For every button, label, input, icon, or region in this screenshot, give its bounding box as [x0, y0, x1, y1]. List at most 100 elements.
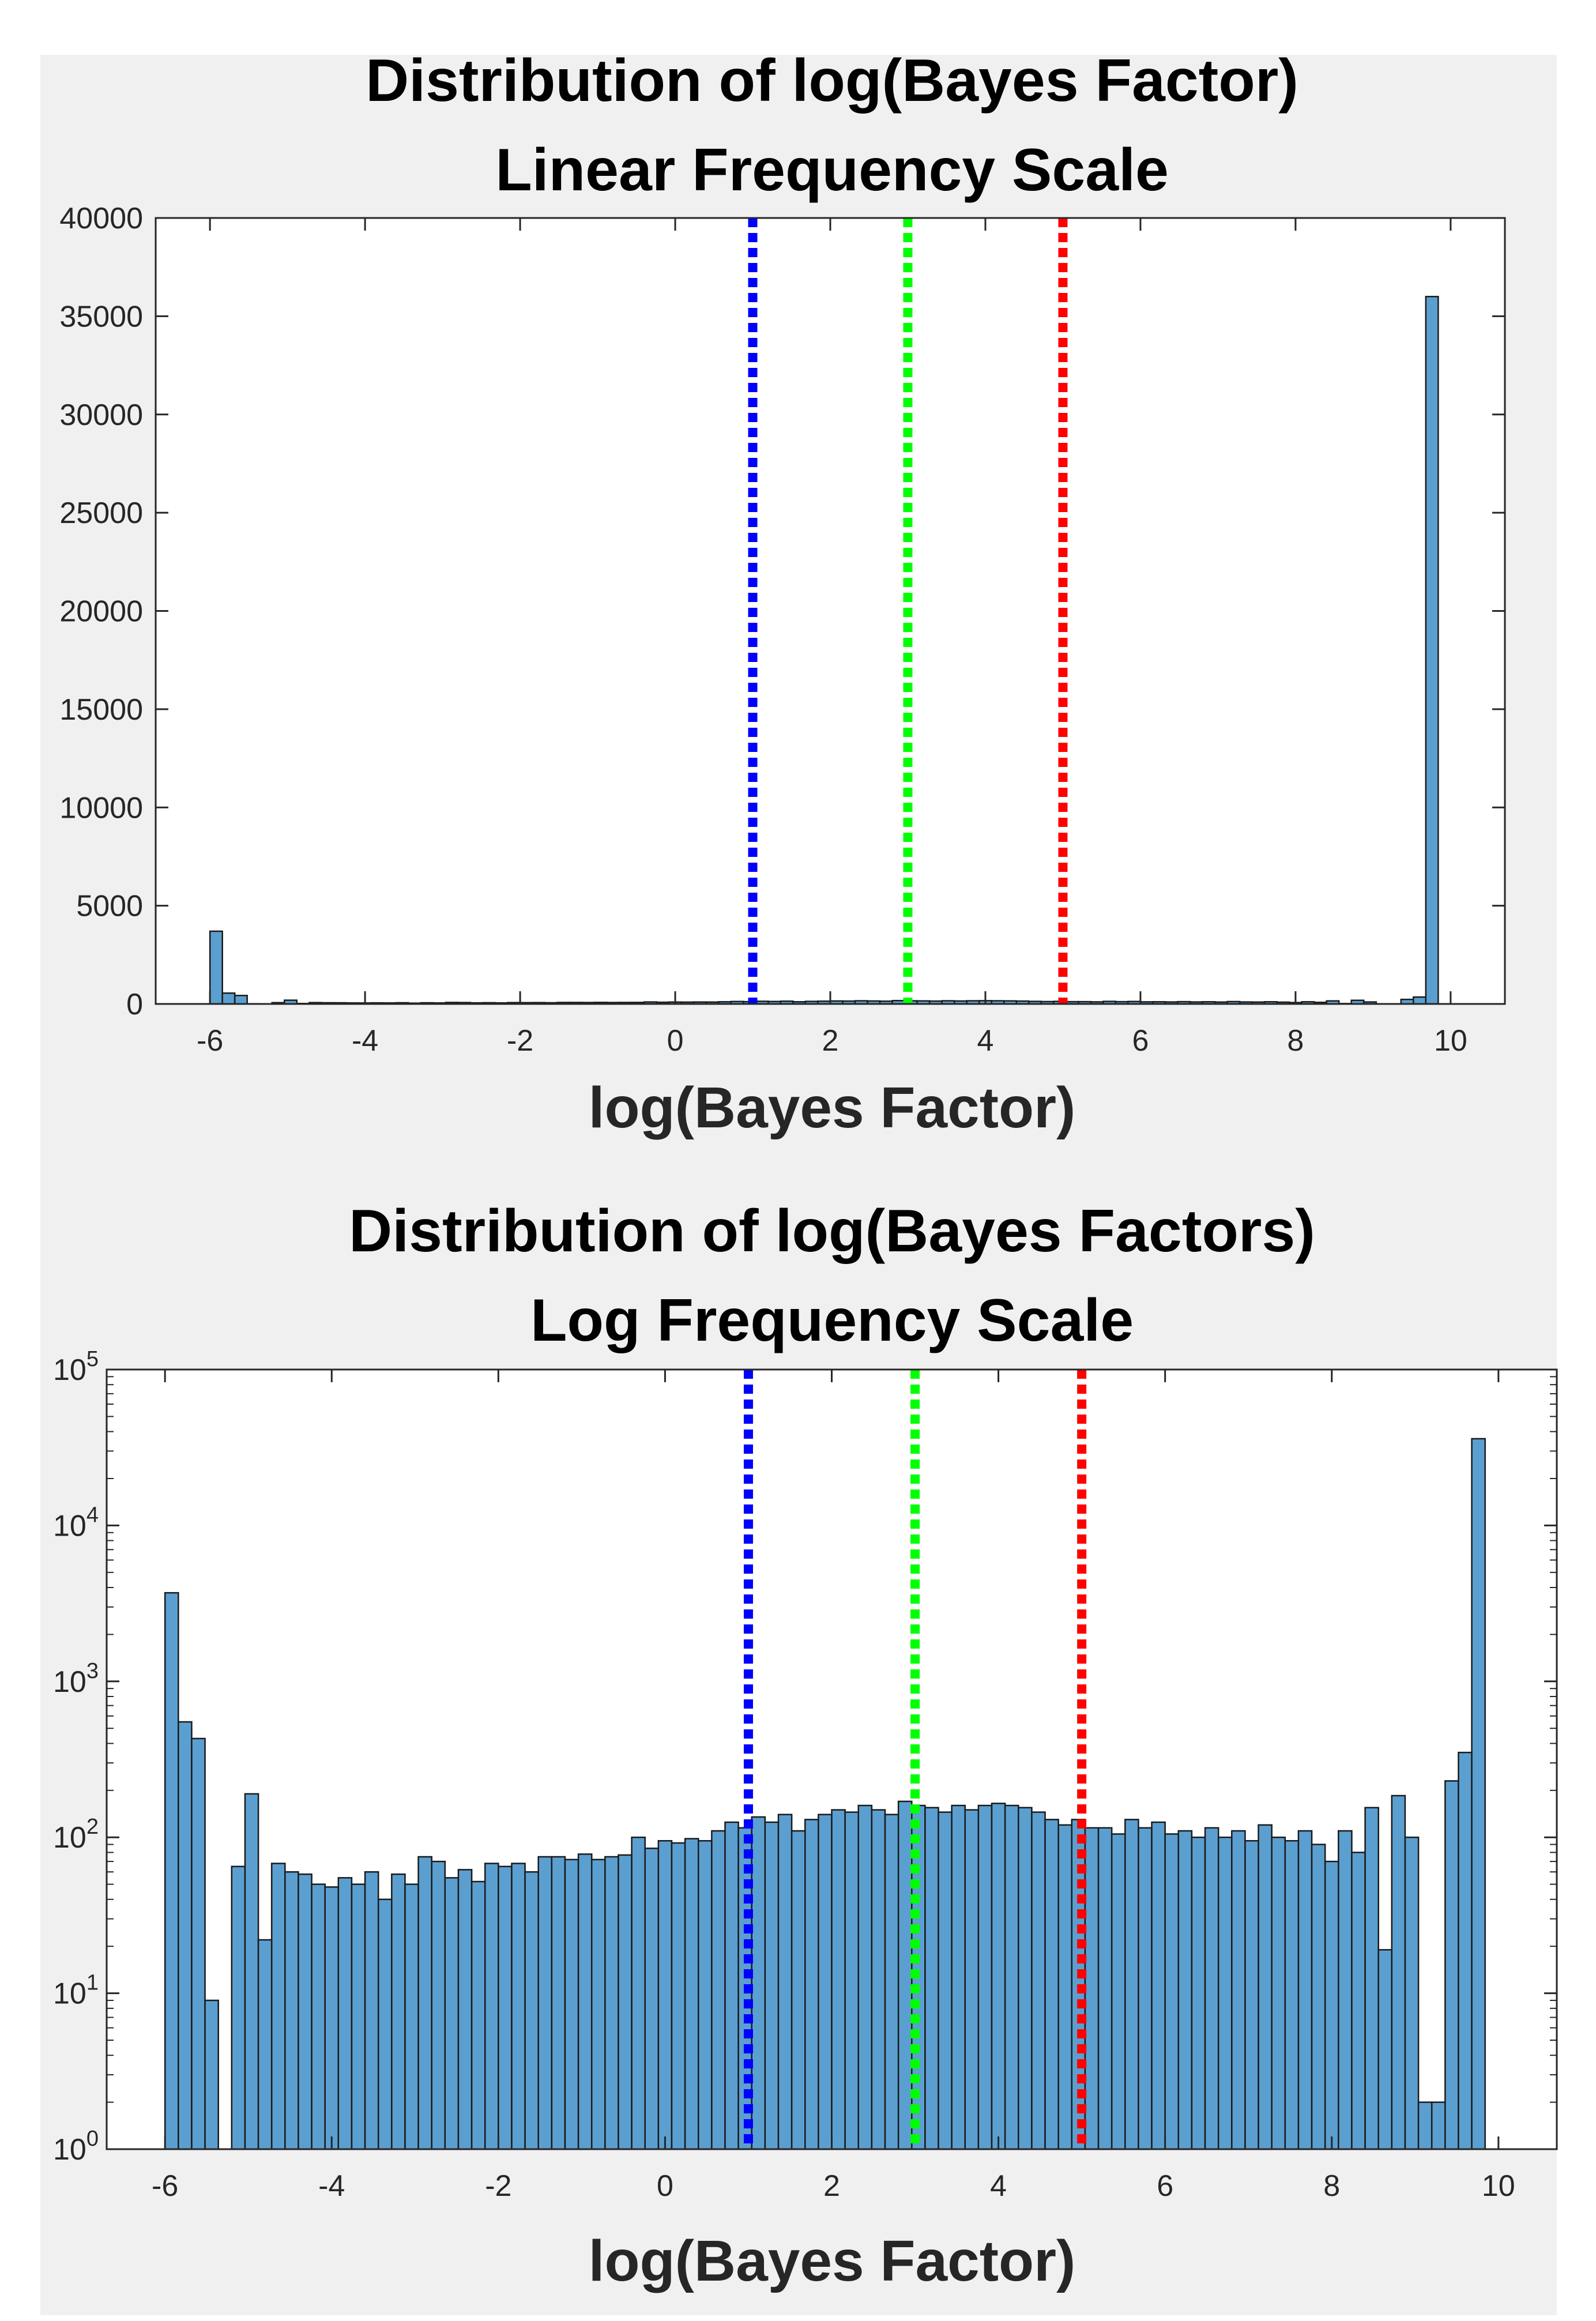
histogram-bar [311, 1883, 326, 2150]
chart-2-x-axis: -6 -4 -2 0 2 4 6 8 10 [152, 1370, 1515, 2203]
histogram-bar [391, 1873, 406, 2150]
histogram-bar [1417, 2101, 1433, 2150]
x-tick-label: -4 [318, 2169, 345, 2203]
histogram-bar [209, 930, 223, 1005]
histogram-bar [924, 1807, 939, 2150]
histogram-bar [818, 1814, 833, 2150]
y-tick-label: 0 [126, 988, 143, 1021]
histogram-bar [1151, 1821, 1166, 2150]
y-tick-label: 105 [53, 1347, 99, 1387]
y-tick-label: 5000 [76, 890, 143, 923]
y-tick-label: 25000 [59, 496, 143, 530]
histogram-bar [1111, 1833, 1126, 2150]
chart-1-reference-lines [748, 218, 1068, 1004]
histogram-bar [644, 1848, 660, 2150]
y-tick-label: 40000 [59, 202, 143, 235]
y-tick-label: 30000 [59, 398, 143, 432]
histogram-bar [1297, 1830, 1313, 2150]
chart-1-axes-frame [155, 217, 1506, 1005]
histogram-bar [1057, 1824, 1073, 2150]
histogram-bar [1391, 1795, 1406, 2150]
y-tick-label: 100 [53, 2127, 99, 2166]
y-tick-label: 35000 [59, 300, 143, 333]
x-tick-label: 4 [977, 1024, 994, 1058]
histogram-bar [857, 1804, 873, 2150]
histogram-bar [1031, 1811, 1046, 2150]
x-tick-label: 2 [822, 1024, 839, 1058]
histogram-bar [951, 1804, 966, 2150]
histogram-bar [337, 1877, 353, 2150]
histogram-bar [1018, 1807, 1033, 2150]
histogram-bar [1231, 1830, 1246, 2150]
y-tick-label: 10000 [59, 791, 143, 825]
histogram-bar [1204, 1827, 1219, 2150]
y-tick-label: 101 [53, 1971, 99, 2011]
histogram-bar [884, 1814, 899, 2150]
histogram-bar [1217, 1836, 1233, 2150]
histogram-bar [1324, 1860, 1339, 2150]
histogram-bar [351, 1883, 366, 2150]
histogram-bar [751, 1816, 766, 2150]
chart-1-y-axis: 0 5000 10000 15000 20000 25000 30000 35000 40000 [59, 202, 1505, 1021]
histogram-bar [257, 1939, 273, 2150]
x-tick-label: 0 [657, 2169, 673, 2203]
histogram-bar [897, 1800, 913, 2150]
histogram-bar [1258, 1824, 1273, 2150]
x-tick-label: 8 [1287, 1024, 1304, 1058]
histogram-bar [871, 1809, 886, 2150]
y-tick-label: 15000 [59, 693, 143, 727]
x-tick-label: 4 [990, 2169, 1007, 2203]
histogram-bar [618, 1854, 633, 2150]
histogram-bar [1138, 1827, 1153, 2150]
histogram-bar [631, 1836, 646, 2150]
histogram-bar [831, 1809, 846, 2150]
x-tick-label: -6 [152, 2169, 178, 2203]
histogram-bar [1431, 2101, 1446, 2150]
histogram-bar [1444, 1780, 1459, 2150]
histogram-bar [1471, 1438, 1486, 2150]
histogram-bar [977, 1804, 993, 2150]
histogram-bar [178, 1721, 193, 2150]
histogram-bar [551, 1856, 566, 2150]
histogram-bar [1377, 1948, 1393, 2150]
histogram-bar [1404, 1836, 1420, 2150]
histogram-bar [377, 1898, 393, 2150]
histogram-bar [1338, 1830, 1353, 2150]
histogram-bar [1458, 1751, 1473, 2150]
histogram-bar [1191, 1836, 1206, 2150]
histogram-bar [234, 995, 248, 1005]
histogram-bar [484, 1863, 499, 2150]
chart-2-xlabel: log(Bayes Factor) [589, 2229, 1076, 2293]
chart-1-subtitle: Linear Frequency Scale [495, 137, 1169, 204]
histogram-bar [524, 1871, 539, 2150]
histogram-bar [844, 1811, 860, 2150]
x-tick-label: -6 [197, 1024, 223, 1058]
histogram-bar [1284, 1840, 1300, 2150]
chart-1-axes-background [156, 218, 1505, 1004]
histogram-bar [204, 1999, 219, 2150]
histogram-bar [697, 1840, 713, 2150]
histogram-bar [444, 1877, 460, 2150]
chart-1-title: Distribution of log(Bayes Factor) [366, 47, 1298, 114]
chart-1-x-axis: -6 -4 -2 0 2 4 6 8 10 [197, 218, 1467, 1058]
histogram-bar [498, 1865, 513, 2150]
histogram-bar [564, 1859, 579, 2150]
y-tick-label: 102 [53, 1815, 99, 1854]
histogram-bar [1097, 1827, 1113, 2150]
x-tick-label: -2 [485, 2169, 511, 2203]
histogram-bar [404, 1883, 419, 2150]
chart-log: Distribution of log(Bayes Factors) Log F… [53, 1198, 1558, 2293]
histogram-bar [711, 1830, 726, 2150]
histogram-bar [244, 1793, 259, 2150]
histogram-bar [684, 1838, 699, 2150]
chart-2-subtitle: Log Frequency Scale [530, 1287, 1134, 1354]
x-tick-label: 8 [1323, 2169, 1340, 2203]
histogram-bar [777, 1814, 793, 2150]
histogram-bar [457, 1869, 473, 2150]
histogram-bar [1084, 1827, 1100, 2150]
histogram-bar [231, 1865, 246, 2150]
histogram-bar [804, 1819, 819, 2150]
histogram-bar [791, 1830, 806, 2150]
histogram-bar [938, 1811, 953, 2150]
